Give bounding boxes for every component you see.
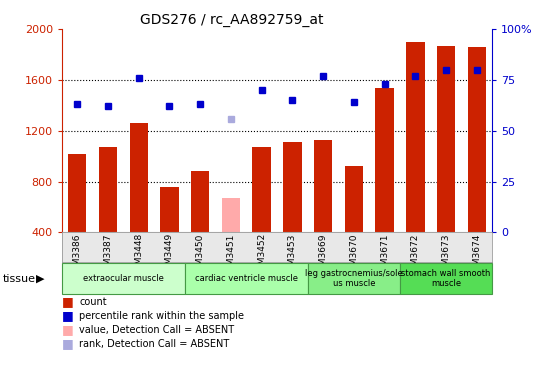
Text: GSM3450: GSM3450: [196, 233, 205, 277]
Bar: [468, 47, 486, 232]
Bar: [314, 140, 332, 232]
Bar: [68, 154, 87, 232]
Text: GSM3669: GSM3669: [318, 233, 328, 277]
Text: GSM3452: GSM3452: [257, 233, 266, 276]
Bar: [376, 88, 394, 232]
Text: leg gastrocnemius/sole
us muscle: leg gastrocnemius/sole us muscle: [305, 269, 403, 288]
Text: value, Detection Call = ABSENT: value, Detection Call = ABSENT: [79, 325, 234, 335]
Text: ■: ■: [62, 323, 74, 336]
Text: GSM3672: GSM3672: [411, 233, 420, 277]
Text: GSM3387: GSM3387: [103, 233, 112, 277]
Bar: [345, 167, 363, 232]
Text: tissue: tissue: [3, 273, 36, 284]
Text: GSM3386: GSM3386: [73, 233, 82, 277]
Text: GSM3453: GSM3453: [288, 233, 297, 277]
Bar: [406, 42, 424, 232]
Text: ■: ■: [62, 295, 74, 309]
Text: percentile rank within the sample: percentile rank within the sample: [79, 311, 244, 321]
Text: count: count: [79, 297, 107, 307]
Text: GSM3673: GSM3673: [442, 233, 451, 277]
Text: GSM3674: GSM3674: [472, 233, 482, 277]
Bar: [99, 147, 117, 232]
FancyBboxPatch shape: [185, 263, 308, 294]
Text: rank, Detection Call = ABSENT: rank, Detection Call = ABSENT: [79, 339, 229, 349]
Text: ■: ■: [62, 337, 74, 350]
Bar: [283, 142, 302, 232]
Text: stomach wall smooth
muscle: stomach wall smooth muscle: [401, 269, 491, 288]
Text: GSM3451: GSM3451: [226, 233, 236, 277]
Bar: [252, 147, 271, 232]
FancyBboxPatch shape: [308, 263, 400, 294]
Text: GSM3448: GSM3448: [134, 233, 143, 276]
Bar: [160, 187, 179, 232]
Text: cardiac ventricle muscle: cardiac ventricle muscle: [195, 274, 298, 283]
Bar: [191, 171, 209, 232]
Bar: [437, 46, 455, 232]
Text: ▶: ▶: [36, 273, 45, 284]
Bar: [130, 123, 148, 232]
FancyBboxPatch shape: [62, 263, 185, 294]
Text: extraocular muscle: extraocular muscle: [83, 274, 164, 283]
Text: GSM3671: GSM3671: [380, 233, 389, 277]
Text: GSM3449: GSM3449: [165, 233, 174, 276]
Text: ■: ■: [62, 309, 74, 322]
Text: GDS276 / rc_AA892759_at: GDS276 / rc_AA892759_at: [139, 13, 323, 27]
Text: GSM3670: GSM3670: [349, 233, 358, 277]
Bar: [222, 198, 240, 232]
FancyBboxPatch shape: [400, 263, 492, 294]
